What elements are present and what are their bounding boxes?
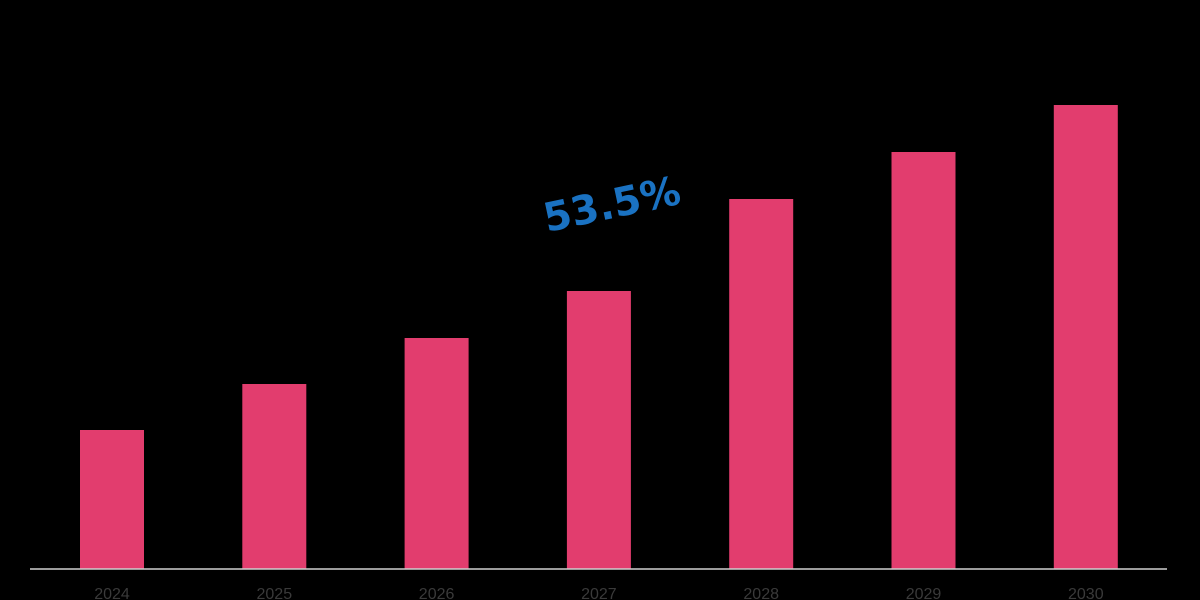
bar-2025 bbox=[242, 384, 307, 569]
x-tick-label-2028: 2028 bbox=[743, 586, 779, 600]
bar-2029 bbox=[891, 152, 956, 569]
bar-2028 bbox=[729, 199, 794, 569]
x-tick-label-2024: 2024 bbox=[94, 586, 130, 600]
bar-2026 bbox=[404, 338, 469, 569]
x-tick-label-2029: 2029 bbox=[906, 586, 942, 600]
x-tick-label-2025: 2025 bbox=[257, 586, 293, 600]
bar-2027 bbox=[566, 291, 631, 569]
bar-2030 bbox=[1053, 105, 1118, 569]
bars-group bbox=[80, 105, 1118, 569]
x-tick-label-2026: 2026 bbox=[419, 586, 455, 600]
x-tick-label-2027: 2027 bbox=[581, 586, 617, 600]
bar-2024 bbox=[80, 430, 144, 569]
x-tick-label-2030: 2030 bbox=[1068, 586, 1104, 600]
cagr-annotation: 53.5% bbox=[539, 168, 684, 242]
tick-labels-group: 2024 2025 2026 2027 2028 2029 2030 bbox=[94, 586, 1103, 600]
